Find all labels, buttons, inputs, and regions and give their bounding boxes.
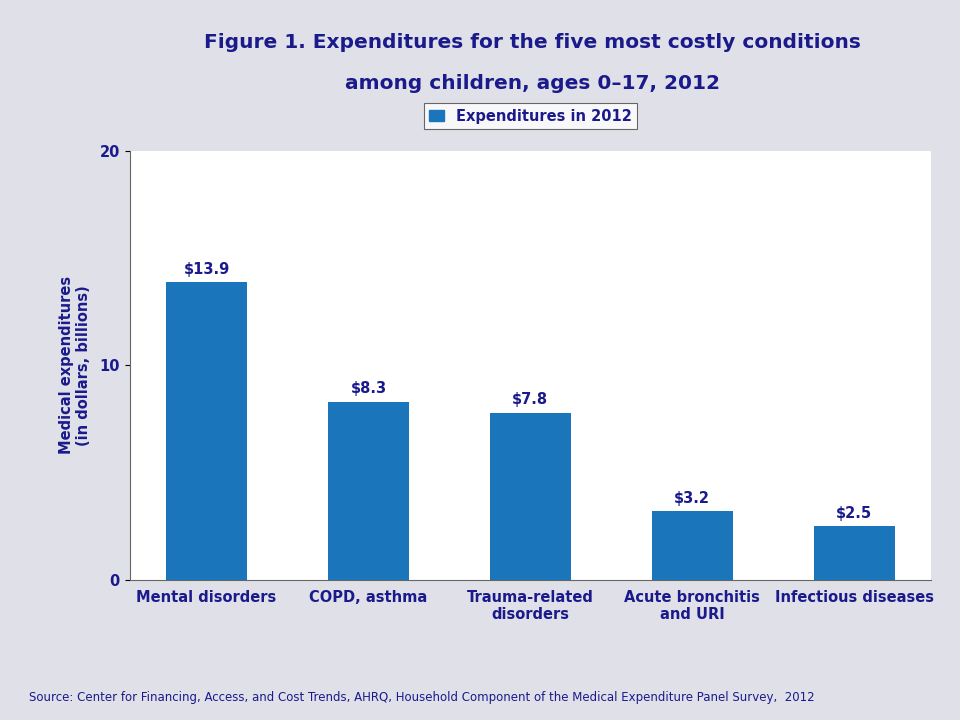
Bar bbox=[814, 526, 895, 580]
Text: $13.9: $13.9 bbox=[183, 261, 229, 276]
Text: $3.2: $3.2 bbox=[674, 491, 710, 505]
Text: $8.3: $8.3 bbox=[350, 382, 387, 397]
Text: Figure 1. Expenditures for the five most costly conditions: Figure 1. Expenditures for the five most… bbox=[204, 33, 861, 53]
Text: $2.5: $2.5 bbox=[836, 505, 873, 521]
Y-axis label: Medical expenditures
(in dollars, billions): Medical expenditures (in dollars, billio… bbox=[59, 276, 91, 454]
Bar bbox=[166, 282, 247, 580]
Bar bbox=[328, 402, 409, 580]
Text: among children, ages 0–17, 2012: among children, ages 0–17, 2012 bbox=[346, 73, 720, 93]
Bar bbox=[490, 413, 571, 580]
Bar bbox=[652, 511, 732, 580]
Legend: Expenditures in 2012: Expenditures in 2012 bbox=[423, 103, 637, 130]
Text: $7.8: $7.8 bbox=[513, 392, 548, 408]
Text: Source: Center for Financing, Access, and Cost Trends, AHRQ, Household Component: Source: Center for Financing, Access, an… bbox=[29, 691, 814, 704]
